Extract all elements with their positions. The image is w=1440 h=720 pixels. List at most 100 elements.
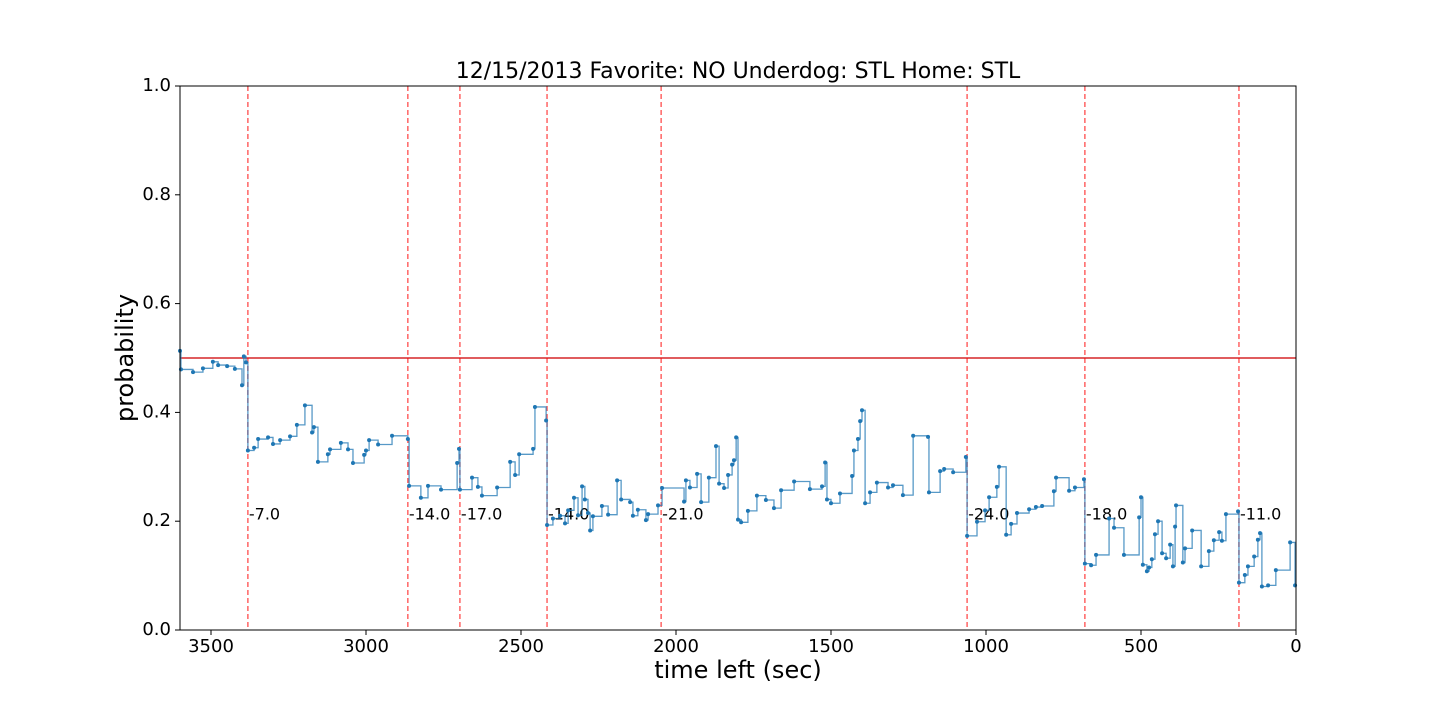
data-point <box>532 404 537 409</box>
data-point <box>390 433 395 438</box>
data-point <box>739 520 744 525</box>
data-point <box>736 517 740 522</box>
data-point <box>687 485 692 490</box>
x-tick-label: 2000 <box>653 636 699 657</box>
data-point <box>820 484 825 489</box>
data-point <box>1027 507 1032 512</box>
data-point <box>457 487 462 492</box>
data-point <box>850 474 855 479</box>
data-point <box>563 521 568 526</box>
data-point <box>455 460 460 465</box>
data-point <box>513 472 518 477</box>
data-point <box>942 466 947 471</box>
data-point <box>823 460 828 465</box>
event-label: -21.0 <box>662 505 703 524</box>
data-point <box>294 422 299 427</box>
data-point <box>807 487 812 492</box>
data-point <box>350 460 355 465</box>
data-point <box>1139 495 1143 500</box>
data-point <box>911 433 916 438</box>
data-point <box>1137 515 1142 520</box>
data-point <box>1180 560 1185 565</box>
data-point <box>1245 564 1250 569</box>
data-point <box>252 445 257 450</box>
data-point <box>1054 475 1059 480</box>
data-point <box>346 447 351 452</box>
data-point <box>706 475 711 480</box>
data-point <box>1140 562 1145 567</box>
data-point <box>1009 521 1014 526</box>
x-tick-label: 2500 <box>498 636 544 657</box>
data-point <box>779 488 784 493</box>
data-point <box>1144 569 1149 574</box>
data-point <box>558 513 563 518</box>
data-point <box>1236 509 1241 514</box>
data-point <box>225 364 230 369</box>
data-point <box>851 448 856 453</box>
data-point <box>1183 546 1188 551</box>
data-point <box>683 478 688 483</box>
data-point <box>1112 525 1117 530</box>
data-point <box>310 430 315 435</box>
data-point <box>200 366 205 371</box>
x-tick-label: 0 <box>1290 636 1301 657</box>
data-point <box>232 366 237 371</box>
data-point <box>1004 532 1009 537</box>
x-tick-label: 500 <box>1124 636 1158 657</box>
data-point <box>1223 512 1228 517</box>
data-point <box>643 518 648 523</box>
data-point <box>582 497 587 502</box>
x-tick-label: 1000 <box>963 636 1009 657</box>
data-point <box>1051 489 1056 494</box>
data-point <box>1174 503 1179 508</box>
data-point <box>426 483 430 488</box>
data-point <box>891 483 895 488</box>
data-point <box>364 448 368 453</box>
data-point <box>771 506 776 511</box>
data-point <box>792 479 797 484</box>
data-point <box>1072 485 1077 490</box>
data-point <box>619 497 624 502</box>
y-tick-label: 0.2 <box>142 510 171 531</box>
data-point <box>1173 524 1178 529</box>
data-point <box>325 452 330 457</box>
data-point <box>544 418 549 423</box>
y-axis-label: probability <box>111 294 139 422</box>
data-point <box>1259 584 1264 589</box>
data-point <box>1190 528 1195 533</box>
data-point <box>1164 556 1169 561</box>
data-point <box>580 484 585 489</box>
data-point <box>606 512 611 517</box>
data-point <box>439 487 444 492</box>
data-point <box>1219 538 1224 543</box>
data-point <box>824 497 829 502</box>
data-point <box>271 441 275 446</box>
x-tick-label: 3000 <box>343 636 389 657</box>
data-point <box>550 516 555 521</box>
data-point <box>585 511 590 516</box>
data-point <box>722 486 727 491</box>
data-point <box>302 403 307 408</box>
data-point <box>717 481 722 486</box>
data-point <box>829 501 833 506</box>
data-point <box>210 359 215 364</box>
data-point <box>951 470 956 475</box>
data-point <box>245 448 250 453</box>
data-point <box>315 459 320 464</box>
data-point <box>863 501 868 506</box>
data-point <box>588 528 593 533</box>
data-point <box>1217 530 1222 535</box>
data-point <box>407 483 412 488</box>
data-point <box>1266 583 1271 588</box>
data-point <box>479 493 484 498</box>
data-point <box>1168 542 1173 547</box>
data-point <box>367 438 372 443</box>
data-point <box>1082 561 1087 566</box>
y-tick-label: 0.0 <box>142 619 171 640</box>
data-point <box>1089 563 1094 568</box>
data-point <box>900 493 905 498</box>
series-line <box>180 350 1296 588</box>
y-tick-label: 0.6 <box>142 293 171 314</box>
